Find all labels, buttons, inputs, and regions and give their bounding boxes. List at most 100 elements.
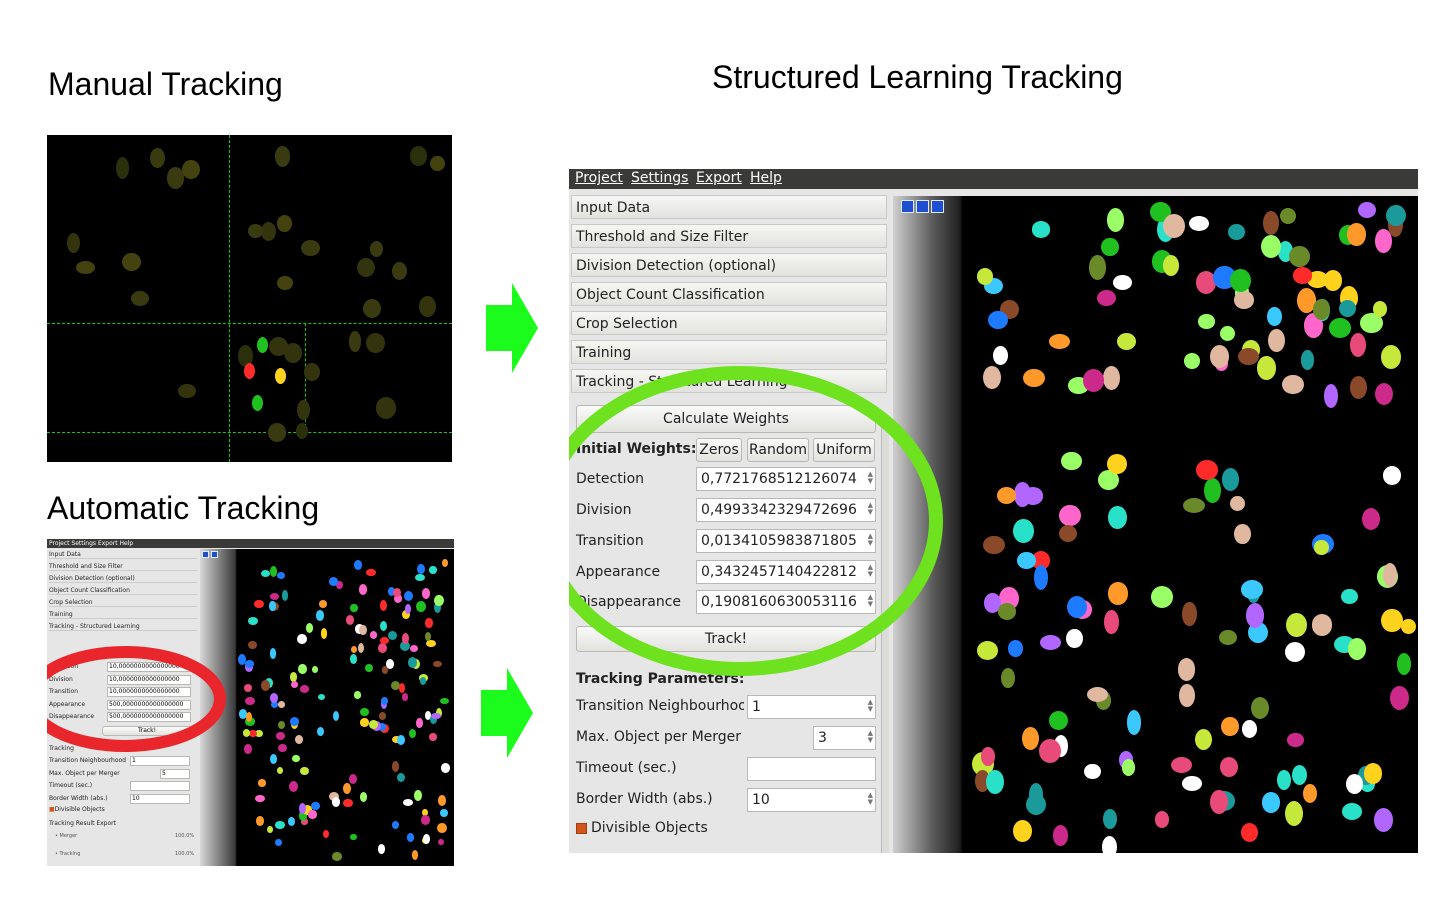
border-width-input[interactable]: 10 ▲ ▼: [747, 788, 876, 812]
section-threshold[interactable]: Threshold and Size Filter: [571, 224, 887, 248]
spin-icon[interactable]: ▲ ▼: [867, 729, 873, 744]
timeout-input[interactable]: [747, 757, 876, 781]
manual-cell: [166, 167, 184, 189]
small-param-input[interactable]: [130, 781, 190, 791]
arrow-right-bottom-icon: [481, 668, 533, 758]
calculate-weights-button[interactable]: Calculate Weights: [576, 405, 876, 433]
spin-icon[interactable]: ▲ ▼: [867, 532, 873, 547]
random-button[interactable]: Random: [747, 438, 809, 462]
small-cell: [416, 601, 426, 613]
spin-icon[interactable]: ▲ ▼: [867, 563, 873, 578]
small-weight-input[interactable]: 10,0000000000000000: [107, 674, 191, 685]
small-section-item[interactable]: Training: [49, 611, 197, 619]
small-cell: [358, 584, 368, 595]
small-param-label: Max. Object per Merger: [49, 769, 120, 777]
transition-weight-input[interactable]: 0,0134105983871805 ▲ ▼: [696, 529, 876, 553]
section-crop-selection[interactable]: Crop Selection: [571, 311, 887, 335]
small-param-input[interactable]: 5: [160, 768, 190, 779]
menu-help[interactable]: Help: [750, 170, 782, 186]
small-section-item[interactable]: Threshold and Size Filter: [49, 563, 197, 571]
section-division-detection[interactable]: Division Detection (optional): [571, 253, 887, 277]
small-divisible-objects-label: Divisible Objects: [54, 806, 105, 813]
small-section-item[interactable]: Crop Selection: [49, 599, 197, 607]
small-cell: [288, 781, 298, 793]
undo-icon[interactable]: [901, 200, 914, 213]
big-cell: [1375, 229, 1392, 253]
divisible-objects-checkbox[interactable]: Divisible Objects: [576, 820, 708, 836]
small-weight-label: Transition: [49, 688, 79, 695]
detection-weight-input[interactable]: 0,7721768512126074 ▲ ▼: [696, 467, 876, 491]
big-cell: [1067, 595, 1088, 619]
small-weight-input[interactable]: 10,0000000000000000: [107, 687, 191, 697]
manual-cell: [238, 345, 253, 368]
small-cell: [332, 796, 341, 807]
small-section-item[interactable]: Tracking - Structured Learning: [49, 623, 197, 631]
section-input-data[interactable]: Input Data: [571, 195, 887, 219]
spin-icon[interactable]: ▲ ▼: [867, 470, 873, 485]
small-tracking-row: • Tracking: [55, 851, 81, 857]
section-object-count[interactable]: Object Count Classification: [571, 282, 887, 306]
menu-export[interactable]: Export: [696, 170, 742, 186]
small-weight-input[interactable]: 500,0000000000000000: [107, 699, 191, 710]
small-weight-input[interactable]: 500,0000000000000000: [107, 712, 191, 722]
spin-icon[interactable]: ▲ ▼: [867, 501, 873, 516]
small-cell: [440, 809, 448, 818]
spin-icon[interactable]: ▲ ▼: [867, 791, 873, 806]
menu-project[interactable]: Project: [575, 170, 623, 186]
spin-icon[interactable]: ▲ ▼: [867, 593, 873, 608]
small-section-item[interactable]: Object Count Classification: [49, 587, 197, 595]
manual-tracking-image: [47, 135, 452, 462]
small-tracking-label: Tracking: [49, 745, 74, 752]
disappearance-weight-input[interactable]: 0,1908160630053116 ▲ ▼: [696, 590, 876, 614]
small-cell: [416, 563, 425, 575]
small-cell: [425, 617, 433, 628]
small-section-item[interactable]: Division Detection (optional): [49, 575, 197, 583]
small-cell: [353, 559, 363, 570]
redo-icon[interactable]: [931, 200, 944, 213]
big-cell: [1040, 634, 1062, 651]
big-cell: [1031, 221, 1051, 238]
small-divisible-objects[interactable]: ■Divisible Objects: [49, 806, 105, 813]
transition-neighbourhood-input[interactable]: 1 ▲ ▼: [747, 695, 876, 719]
big-cell: [983, 365, 1001, 389]
big-cell: [1261, 234, 1282, 258]
small-redo-icon[interactable]: [211, 551, 218, 558]
menu-settings[interactable]: Settings: [631, 170, 689, 186]
big-cell: [984, 593, 1002, 613]
appearance-weight-input[interactable]: 0,3432457140422812 ▲ ▼: [696, 560, 876, 584]
stop-icon[interactable]: [916, 200, 929, 213]
section-training[interactable]: Training: [571, 340, 887, 364]
big-cell: [1347, 223, 1366, 246]
small-cell: [357, 642, 365, 654]
small-cell: [397, 772, 406, 783]
small-cell: [405, 604, 412, 615]
small-canvas[interactable]: [200, 549, 454, 866]
big-cell: [1266, 306, 1282, 327]
small-cell: [409, 645, 418, 653]
small-cell: [303, 805, 313, 816]
small-cell: [359, 718, 369, 727]
small-cell: [305, 622, 314, 633]
small-cell: [349, 773, 358, 784]
checkbox-icon[interactable]: [576, 822, 587, 834]
big-cell: [1053, 825, 1069, 846]
max-object-per-merger-input[interactable]: 3 ▲ ▼: [813, 726, 876, 750]
big-cell: [1098, 470, 1119, 491]
uniform-button[interactable]: Uniform: [813, 438, 875, 462]
small-param-input[interactable]: 1: [130, 756, 190, 766]
division-weight-input[interactable]: 0,4993342329472696 ▲ ▼: [696, 498, 876, 522]
big-cell: [1245, 603, 1264, 628]
small-cell: [299, 803, 307, 814]
big-cell: [1084, 763, 1101, 779]
small-section-item[interactable]: Input Data: [49, 551, 197, 559]
small-cell: [320, 628, 328, 639]
small-undo-icon[interactable]: [202, 551, 209, 558]
small-cell: [311, 801, 320, 811]
appearance-weight-value: 0,3432457140422812: [701, 564, 857, 580]
spin-icon[interactable]: ▲ ▼: [867, 698, 873, 713]
small-cell: [315, 610, 324, 621]
sidebar-scrollbar[interactable]: [881, 417, 889, 853]
image-viewer-canvas[interactable]: [893, 196, 1418, 853]
small-param-input[interactable]: 10: [130, 793, 190, 804]
zeros-button[interactable]: Zeros: [696, 438, 742, 462]
